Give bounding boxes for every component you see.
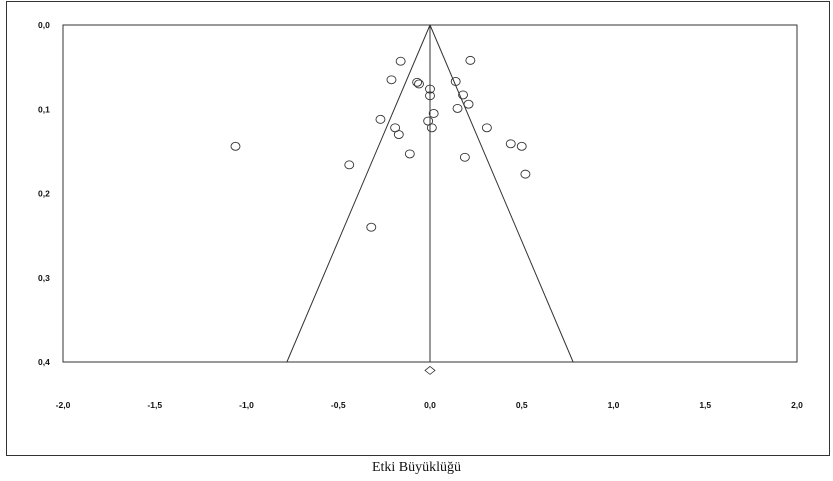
y-tick-label: 0,1 [38, 104, 50, 114]
data-point [428, 109, 439, 118]
data-point [375, 114, 386, 124]
x-tick-label: 0,5 [516, 400, 528, 410]
data-point [366, 222, 377, 232]
data-point [465, 55, 476, 65]
summary-diamond [424, 365, 436, 375]
funnel-right-line [429, 24, 574, 363]
data-point [452, 103, 463, 113]
data-point [425, 91, 435, 101]
x-axis-label: Etki Büyüklüğü [371, 460, 462, 475]
data-point [459, 152, 470, 162]
x-tick-label: 2,0 [791, 400, 803, 410]
x-tick-label: 0,0 [424, 400, 436, 410]
data-point [386, 75, 397, 85]
y-tick-label: 0,3 [38, 273, 50, 283]
y-tick-label: 0,0 [38, 20, 50, 30]
data-point [458, 90, 468, 100]
data-point [463, 99, 474, 109]
funnel-left-line [286, 24, 431, 363]
data-point [412, 77, 423, 87]
data-point [395, 56, 406, 66]
data-point [393, 130, 404, 139]
data-point [230, 141, 241, 151]
data-points [230, 55, 531, 232]
x-tick-label: 1,5 [699, 400, 711, 410]
y-tick-label: 0,4 [38, 357, 50, 367]
x-axis-ticks: -2,0 -1,5 -1,0 -0,5 0,0 0,5 1,0 1,5 2,0 [56, 400, 804, 410]
x-tick-label: -1,0 [239, 400, 254, 410]
data-point [481, 123, 492, 133]
data-point [344, 160, 355, 170]
data-point [520, 169, 531, 179]
funnel-lines [286, 24, 574, 375]
data-point [414, 79, 424, 89]
data-point [450, 76, 461, 86]
data-point [404, 149, 415, 159]
data-point [426, 123, 437, 133]
x-tick-label: 1,0 [608, 400, 620, 410]
y-tick-label: 0,2 [38, 189, 50, 199]
data-point [516, 141, 527, 151]
data-point [425, 84, 435, 94]
chart-frame [6, 1, 830, 456]
x-tick-label: -1,5 [147, 400, 162, 410]
y-axis-ticks: 0,0 0,1 0,2 0,3 0,4 [38, 20, 50, 367]
x-tick-label: -0,5 [331, 400, 346, 410]
x-tick-label: -2,0 [56, 400, 71, 410]
data-point [505, 139, 516, 149]
